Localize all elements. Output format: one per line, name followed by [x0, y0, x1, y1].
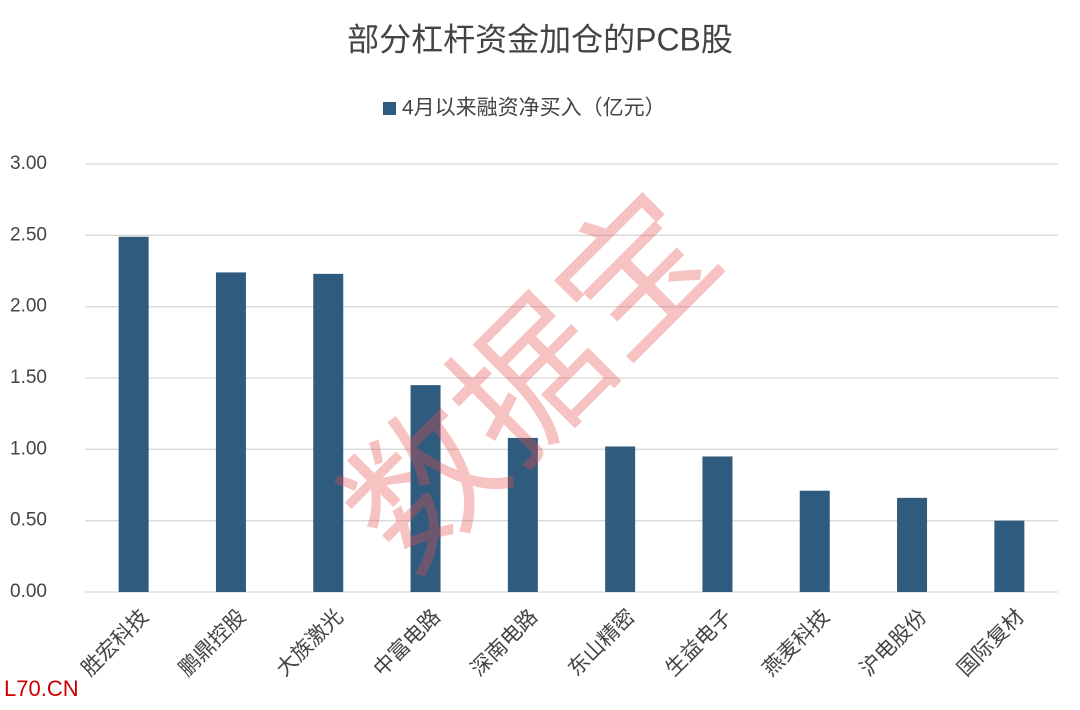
x-tick-label: 大族激光 — [272, 605, 348, 681]
y-tick-label: 0.50 — [10, 510, 47, 531]
bar — [605, 446, 636, 592]
x-tick-label: 生益电子 — [661, 605, 737, 681]
x-tick-label: 国际复材 — [953, 605, 1029, 681]
bar — [702, 456, 733, 592]
y-tick-label: 1.00 — [10, 438, 47, 459]
footer-mark: L70.CN — [4, 676, 79, 701]
y-tick-label: 3.00 — [10, 153, 47, 174]
x-tick-label: 东山精密 — [564, 605, 640, 681]
x-tick-label: 中富电路 — [369, 605, 445, 681]
bar — [897, 497, 928, 592]
bar — [118, 236, 149, 592]
y-tick-label: 0.00 — [10, 581, 47, 602]
x-tick-label: 燕麦科技 — [759, 605, 835, 681]
bar — [313, 273, 344, 592]
x-tick-label: 胜宏科技 — [77, 605, 153, 681]
x-tick-label: 沪电股份 — [856, 605, 932, 681]
y-tick-label: 2.50 — [10, 224, 47, 245]
legend-swatch — [383, 102, 396, 115]
bar — [994, 520, 1025, 592]
x-tick-label: 深南电路 — [467, 605, 543, 681]
y-tick-label: 1.50 — [10, 367, 47, 388]
y-tick-label: 2.00 — [10, 296, 47, 317]
chart-title: 部分杠杆资金加仓的PCB股 — [347, 21, 733, 57]
bar — [215, 272, 246, 592]
bar — [410, 385, 441, 592]
bar — [799, 490, 830, 592]
legend-label: 4月以来融资净买入（亿元） — [402, 97, 666, 120]
bar — [507, 437, 538, 592]
x-tick-label: 鹏鼎控股 — [175, 605, 251, 681]
